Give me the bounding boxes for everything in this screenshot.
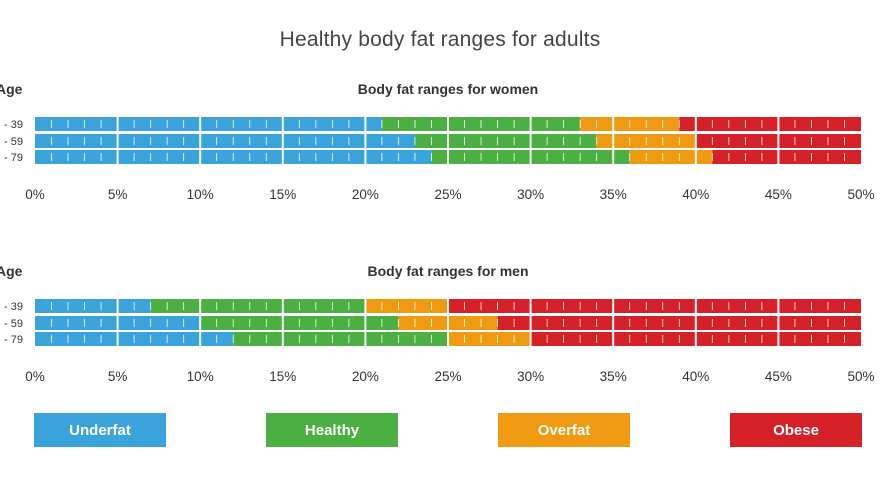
row-label: - 39 <box>4 301 23 313</box>
x-tick-label: 30% <box>517 369 544 384</box>
bar-segment-overfat <box>629 150 713 164</box>
x-tick-label: 0% <box>25 369 45 384</box>
x-tick-label: 15% <box>269 369 296 384</box>
chart-panel-0: - 39 - 59 - 79 0% 5% 10% 15% 20% 25% 30% 35% 40% 45%… <box>4 117 875 202</box>
women-age-axis-label: Age <box>0 81 23 97</box>
x-tick-label: 5% <box>108 369 128 384</box>
x-tick-label: 25% <box>434 369 461 384</box>
row-label: - 59 <box>4 318 23 330</box>
bar-segment-obese <box>679 117 861 131</box>
x-tick-label: 40% <box>682 369 709 384</box>
x-tick-label: 45% <box>765 187 792 202</box>
x-tick-label: 10% <box>187 369 214 384</box>
x-tick-label: 35% <box>600 369 627 384</box>
chart-panel-1: - 39 - 59 - 79 0% 5% 10% 15% 20% 25% 30% 35% 40% 45%… <box>4 299 875 384</box>
x-tick-label: 0% <box>25 187 45 202</box>
bar-segment-healthy <box>414 134 597 148</box>
row-label: - 59 <box>4 136 23 148</box>
bar-segment-obese <box>448 299 861 313</box>
x-tick-label: 50% <box>847 187 874 202</box>
bar-segment-healthy <box>150 299 366 313</box>
x-tick-label: 45% <box>765 369 792 384</box>
bar-segment-underfat <box>35 117 382 131</box>
x-tick-label: 5% <box>108 187 128 202</box>
women-chart-title: Body fat ranges for women <box>357 81 539 97</box>
x-tick-label: 25% <box>434 187 461 202</box>
bar-segment-overfat <box>448 332 531 346</box>
bar-segment-underfat <box>35 299 151 313</box>
legend-healthy: Healthy <box>266 413 398 447</box>
row-label: - 79 <box>4 152 23 164</box>
x-tick-label: 40% <box>682 187 709 202</box>
row-label: - 39 <box>4 119 23 131</box>
bar-segment-overfat <box>365 299 448 313</box>
legend-overfat: Overfat <box>498 413 630 447</box>
bar-segment-obese <box>712 150 861 164</box>
x-tick-label: 20% <box>352 369 379 384</box>
men-age-axis-label: Age <box>0 263 23 279</box>
row-label: - 79 <box>4 334 23 346</box>
bar-segment-healthy <box>233 332 448 346</box>
page-title: Healthy body fat ranges for adults <box>279 28 601 51</box>
men-chart-title: Body fat ranges for men <box>367 263 529 279</box>
bar-segment-underfat <box>35 134 415 148</box>
x-tick-label: 15% <box>269 187 296 202</box>
legend-underfat: Underfat <box>34 413 166 447</box>
legend-obese: Obese <box>730 413 862 447</box>
x-tick-label: 50% <box>847 369 874 384</box>
x-tick-label: 30% <box>517 187 544 202</box>
x-tick-label: 20% <box>352 187 379 202</box>
x-tick-label: 10% <box>187 187 214 202</box>
x-tick-label: 35% <box>600 187 627 202</box>
